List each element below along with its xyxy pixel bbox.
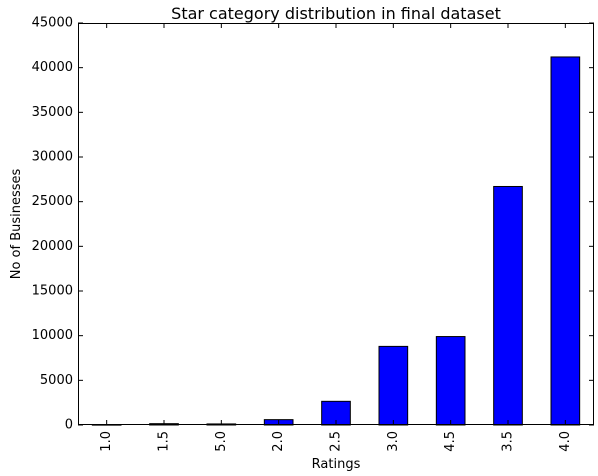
x-tick-label: 5.0	[214, 431, 229, 452]
x-tick-label: 2.0	[271, 431, 286, 452]
y-tick-label: 45000	[32, 16, 73, 31]
bar-4.0	[550, 56, 581, 426]
y-tick-label: 40000	[32, 60, 73, 75]
y-tick-label: 15000	[32, 284, 73, 299]
y-tick-label: 35000	[32, 105, 73, 120]
bar-3.0	[378, 345, 409, 426]
plot-frame	[78, 23, 594, 425]
x-tick-label: 1.5	[157, 431, 172, 452]
x-tick-label: 4.5	[443, 431, 458, 452]
y-tick-label: 25000	[32, 194, 73, 209]
tick-labels-group: 1.0 1.5 5.0 2.0 2.5 3.0 4.5 3.5 4.0 0 5000 10000 150…	[32, 16, 573, 452]
y-tick-label: 5000	[40, 373, 73, 388]
x-tick-label: 3.0	[386, 431, 401, 452]
y-tick-label: 30000	[32, 150, 73, 165]
y-tick-label: 10000	[32, 328, 73, 343]
y-tick-label: 20000	[32, 239, 73, 254]
bars-group	[91, 56, 581, 426]
x-axis-title: Ratings	[312, 457, 361, 472]
y-tick-label: 0	[65, 418, 73, 433]
x-tick-label: 4.0	[558, 431, 573, 452]
x-tick-label: 1.0	[99, 431, 114, 452]
bar-4.5	[435, 336, 466, 426]
y-axis-title: No of Businesses	[9, 168, 24, 279]
x-tick-label: 2.5	[329, 431, 344, 452]
bar-3.5	[493, 185, 523, 426]
chart-title: Star category distribution in final data…	[171, 4, 501, 23]
x-tick-label: 3.5	[501, 431, 516, 452]
